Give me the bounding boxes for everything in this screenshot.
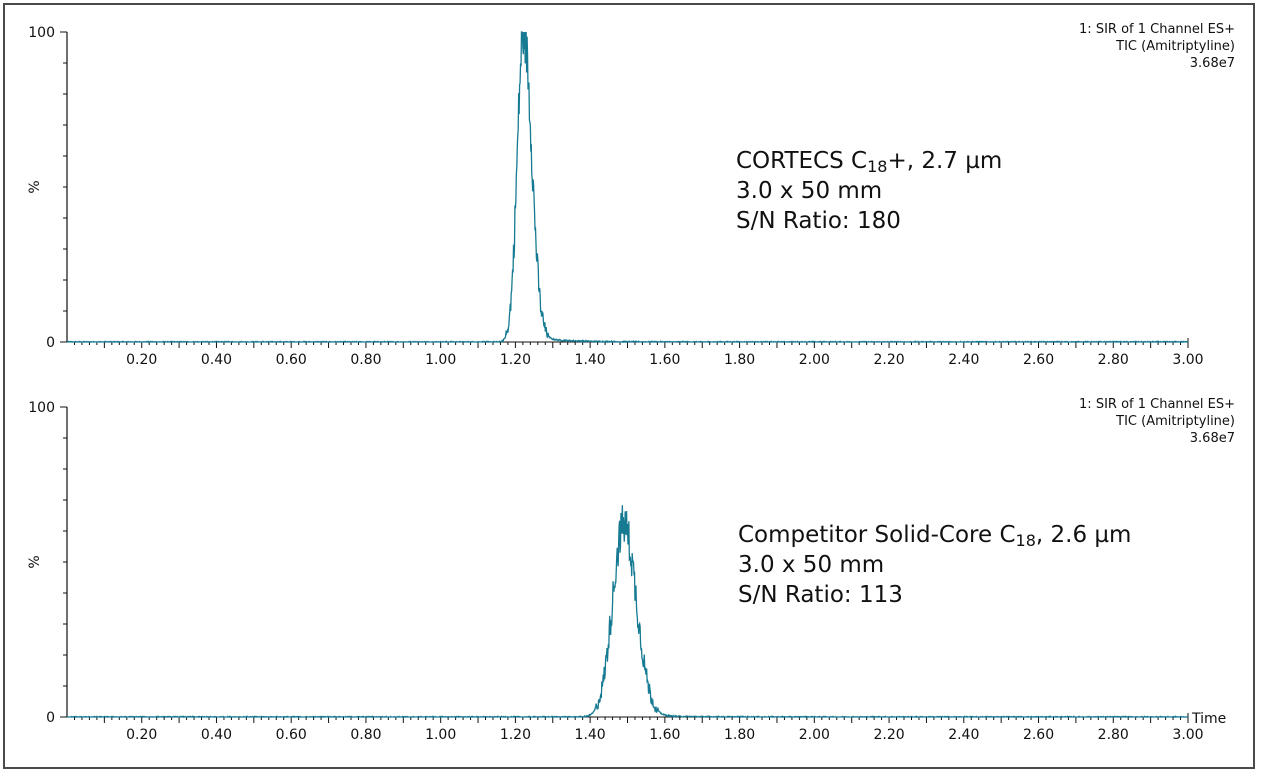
bottom-annotation-column: Competitor Solid-Core C18, 2.6 µm — [738, 520, 1131, 550]
x-tick-label: 2.80 — [1098, 352, 1129, 368]
top-info-line-3: 3.68e7 — [1189, 56, 1235, 71]
top-annotation-dimensions: 3.0 x 50 mm — [736, 178, 883, 204]
bottom-panel-info: 1: SIR of 1 Channel ES+ TIC (Amitriptyli… — [1079, 396, 1235, 447]
top-info-line-1: 1: SIR of 1 Channel ES+ — [1079, 22, 1235, 37]
x-tick-label: 1.40 — [575, 352, 606, 368]
y-axis-label: % — [27, 180, 43, 193]
x-tick-label: 2.20 — [873, 727, 904, 743]
x-tick-label: 1.00 — [425, 727, 456, 743]
bottom-panel-annotation: Competitor Solid-Core C18, 2.6 µm 3.0 x … — [738, 520, 1131, 610]
x-tick-label: 1.40 — [575, 727, 606, 743]
bottom-annotation-subscript: 18 — [1015, 531, 1036, 550]
x-tick-label: 0.80 — [350, 352, 381, 368]
bottom-info-line-1: 1: SIR of 1 Channel ES+ — [1079, 397, 1235, 412]
bottom-annotation-column-name: Competitor Solid-Core C — [738, 522, 1016, 548]
top-panel-info: 1: SIR of 1 Channel ES+ TIC (Amitriptyli… — [1079, 21, 1235, 72]
y-tick-label-0: 0 — [46, 710, 55, 726]
x-axis-label: Time — [1191, 711, 1226, 727]
x-tick-label: 2.60 — [1023, 352, 1054, 368]
x-tick-label: 0.20 — [126, 352, 157, 368]
x-tick-label: 2.80 — [1098, 727, 1129, 743]
x-tick-label: 1.60 — [649, 352, 680, 368]
x-tick-label: 0.20 — [126, 727, 157, 743]
top-annotation-column-name: CORTECS C — [736, 148, 868, 174]
x-tick-label: 2.00 — [799, 727, 830, 743]
top-annotation-particle: +, 2.7 µm — [887, 148, 1003, 174]
chromatogram-trace — [67, 505, 1189, 719]
x-tick-label: 2.60 — [1023, 727, 1054, 743]
x-tick-label: 1.60 — [649, 727, 680, 743]
x-tick-label: 1.80 — [724, 727, 755, 743]
y-tick-label-0: 0 — [46, 335, 55, 351]
x-tick-label: 1.20 — [500, 727, 531, 743]
bottom-annotation-dimensions: 3.0 x 50 mm — [738, 552, 885, 578]
chart-frame — [3, 3, 1255, 769]
top-annotation-sn-ratio: S/N Ratio: 180 — [736, 208, 901, 234]
top-annotation-column: CORTECS C18+, 2.7 µm — [736, 146, 1002, 176]
y-axis-label: % — [27, 555, 43, 568]
bottom-annotation-sn-ratio: S/N Ratio: 113 — [738, 582, 903, 608]
x-tick-label: 1.00 — [425, 352, 456, 368]
x-tick-label: 0.60 — [276, 727, 307, 743]
x-tick-label: 3.00 — [1172, 727, 1203, 743]
x-tick-label: 1.80 — [724, 352, 755, 368]
top-annotation-subscript: 18 — [867, 157, 888, 176]
y-tick-label-100: 100 — [28, 400, 55, 416]
top-info-line-2: TIC (Amitriptyline) — [1116, 39, 1235, 54]
bottom-annotation-particle: , 2.6 µm — [1035, 522, 1132, 548]
x-tick-label: 0.60 — [276, 352, 307, 368]
x-tick-label: 2.40 — [948, 352, 979, 368]
chromatogram-bottom-panel: 0 100% 0.20 0.40 0.60 0.80 1.00 1.20 1.40 1.60 1.8… — [27, 400, 1226, 743]
chromatogram-top-panel: 0 100% 0.20 0.40 0.60 0.80 1.00 1.20 1.40 1.60 1.8… — [27, 25, 1204, 368]
x-tick-label: 2.00 — [799, 352, 830, 368]
x-tick-label: 0.40 — [201, 352, 232, 368]
chromatogram-trace — [66, 31, 1188, 344]
y-tick-label-100: 100 — [28, 25, 55, 41]
bottom-info-line-2: TIC (Amitriptyline) — [1116, 414, 1235, 429]
x-tick-label: 2.20 — [873, 352, 904, 368]
bottom-info-line-3: 3.68e7 — [1189, 431, 1235, 446]
x-tick-label: 2.40 — [948, 727, 979, 743]
x-tick-label: 0.40 — [201, 727, 232, 743]
x-tick-label: 3.00 — [1172, 352, 1203, 368]
x-tick-label: 1.20 — [500, 352, 531, 368]
x-tick-label: 0.80 — [350, 727, 381, 743]
top-panel-annotation: CORTECS C18+, 2.7 µm 3.0 x 50 mm S/N Rat… — [736, 146, 1002, 236]
